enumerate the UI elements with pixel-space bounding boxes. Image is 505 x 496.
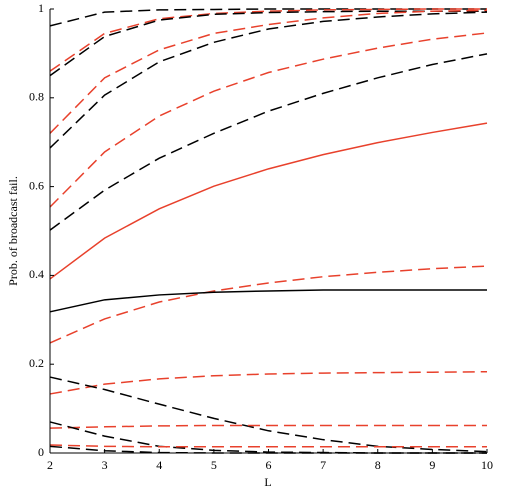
x-tick-label: 7 [320, 458, 326, 472]
y-tick-label: 0.6 [29, 178, 44, 192]
x-tick-label: 9 [429, 458, 435, 472]
line-series [49, 8, 487, 72]
line-series [49, 444, 487, 448]
y-tick-label: 0.8 [29, 90, 44, 104]
x-tick-label: 2 [47, 458, 53, 472]
line-series [49, 9, 488, 134]
x-tick-label: 4 [156, 458, 162, 472]
line-series [49, 53, 488, 231]
line-series [49, 265, 488, 344]
line-series [49, 370, 488, 395]
y-axis-label: Prob. of broadcast fail. [6, 176, 20, 286]
line-series [49, 11, 488, 149]
line-series [49, 10, 487, 77]
y-tick-label: 0 [38, 445, 44, 459]
y-tick-label: 1 [38, 1, 44, 15]
x-tick-label: 10 [481, 458, 493, 472]
x-tick-label: 6 [266, 458, 272, 472]
x-tick-label: 8 [375, 458, 381, 472]
y-tick-label: 0.2 [29, 356, 44, 370]
line-series [49, 376, 488, 453]
x-tick-label: 3 [102, 458, 108, 472]
line-series [49, 289, 487, 313]
x-axis-label: L [264, 475, 271, 489]
line-series [49, 424, 487, 429]
y-tick-label: 0.4 [29, 267, 44, 281]
line-series [49, 122, 488, 280]
line-series [49, 32, 488, 208]
x-tick-label: 5 [211, 458, 217, 472]
